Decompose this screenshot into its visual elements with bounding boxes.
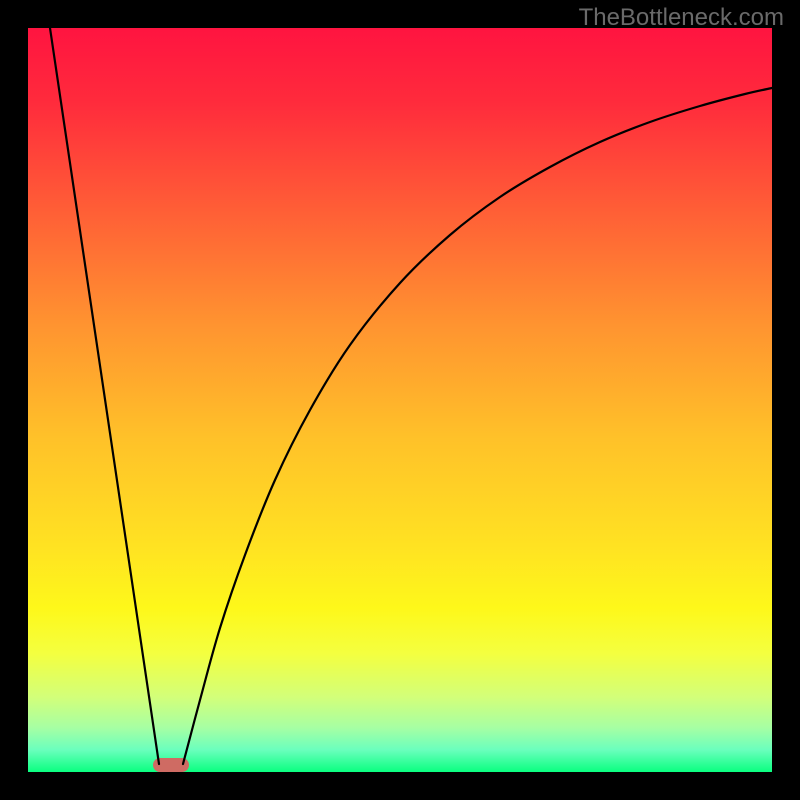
watermark-text: TheBottleneck.com bbox=[579, 4, 784, 32]
plot-area bbox=[28, 28, 772, 772]
bottleneck-chart bbox=[0, 0, 800, 800]
chart-container: TheBottleneck.com bbox=[0, 0, 800, 800]
